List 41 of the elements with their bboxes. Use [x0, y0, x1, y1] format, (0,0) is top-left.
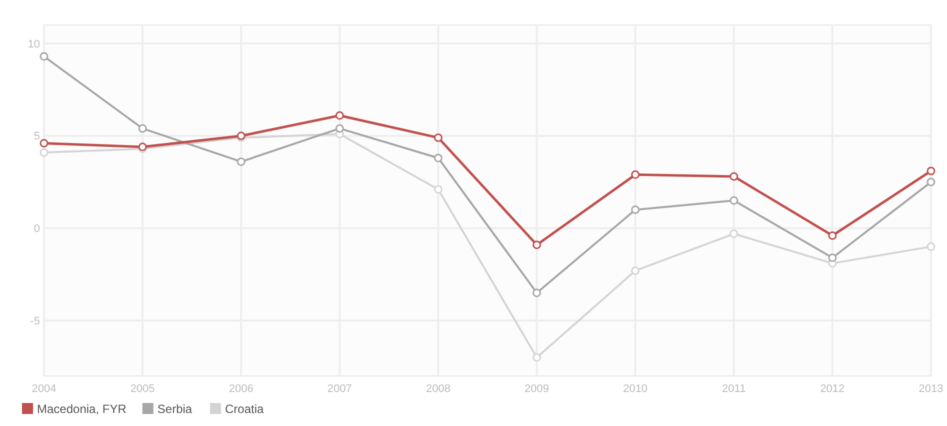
x-tick-label: 2007	[327, 383, 352, 395]
x-tick-label: 2005	[130, 383, 155, 395]
point	[631, 266, 640, 275]
point	[926, 166, 936, 176]
point	[434, 154, 442, 162]
point	[138, 124, 147, 133]
legend-label: Croatia	[225, 402, 264, 416]
point	[730, 172, 738, 181]
point	[434, 133, 442, 142]
y-tick-label: 5	[34, 130, 40, 143]
x-tick-label: 2013	[918, 383, 944, 395]
x-tick-label: 2010	[623, 383, 648, 395]
point	[828, 254, 837, 262]
y-tick-label: -5	[30, 315, 40, 328]
legend-label: Macedonia, FYR	[37, 402, 127, 416]
point	[631, 170, 640, 179]
point	[40, 148, 48, 157]
point	[926, 242, 936, 251]
x-tick-label: 2006	[228, 383, 254, 395]
x-tick-label: 2012	[820, 383, 845, 395]
point	[236, 157, 246, 166]
x-tick-label: 2008	[426, 383, 450, 395]
point	[434, 185, 442, 194]
point	[730, 230, 738, 238]
point	[828, 231, 837, 240]
point	[631, 205, 640, 214]
point	[926, 178, 936, 186]
x-tick-label: 2011	[722, 383, 746, 395]
y-tick-label: 10	[28, 38, 40, 50]
legend-label: Serbia	[157, 402, 192, 416]
point	[730, 196, 738, 205]
point	[40, 52, 48, 61]
y-tick-label: 0	[34, 223, 40, 236]
point	[532, 353, 542, 362]
point	[532, 288, 542, 298]
point	[335, 124, 344, 133]
x-tick-label: 2009	[524, 383, 550, 395]
point	[40, 138, 48, 148]
point	[532, 240, 542, 250]
point	[335, 111, 344, 120]
x-tick-label: 2004	[32, 383, 56, 395]
